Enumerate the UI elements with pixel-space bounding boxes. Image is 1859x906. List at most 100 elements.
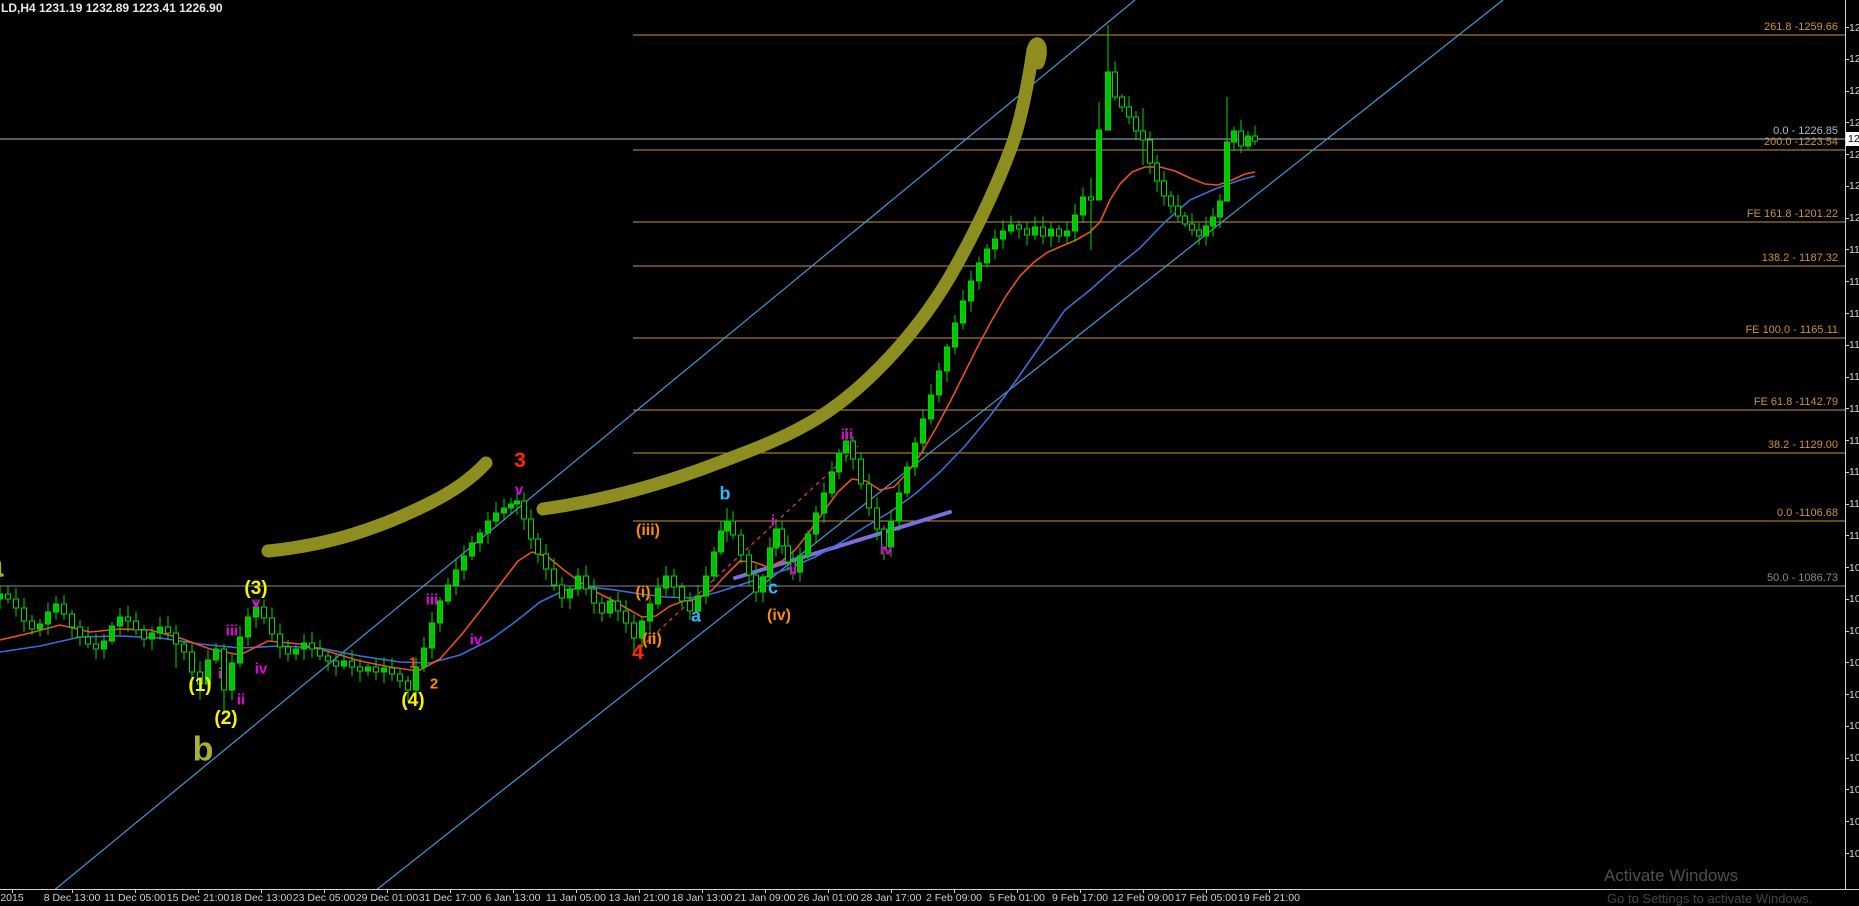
wave-label[interactable]: 3 — [514, 449, 526, 472]
fib-level-label: 138.2 - 1187.32 — [1761, 252, 1838, 264]
wave-label[interactable]: (3) — [244, 578, 268, 599]
price-tick-label: 1062 — [1849, 656, 1859, 669]
candle-body — [381, 667, 387, 673]
candle-body — [365, 666, 371, 672]
price-tick-label: 1232 — [1849, 116, 1859, 129]
trendline[interactable] — [355, 0, 1504, 906]
candle-body — [760, 576, 766, 593]
candle-body — [1024, 228, 1030, 236]
price-tick — [1845, 630, 1849, 632]
fib-level-label: 50.0 - 1086.73 — [1767, 572, 1838, 584]
candle-body — [1072, 214, 1078, 232]
candle-body — [341, 660, 347, 667]
wave-label[interactable]: a — [0, 547, 3, 586]
candle-body — [551, 568, 557, 586]
dashed-trendline[interactable] — [639, 445, 859, 649]
candle-body — [197, 671, 203, 685]
candle-body — [679, 586, 685, 602]
candle-body — [1154, 162, 1160, 182]
price-tick — [1845, 853, 1849, 855]
price-tick — [1845, 376, 1849, 378]
time-tick-label: 28 Jan 17:00 — [860, 892, 922, 904]
wave-label[interactable]: (1) — [188, 675, 212, 696]
wave-label[interactable]: (ii) — [642, 631, 662, 648]
candle-body — [333, 660, 339, 667]
wave-label[interactable]: (iv) — [767, 607, 791, 624]
price-tick-label: 1272 — [1849, 0, 1859, 2]
time-tick-label: 8 Dec 13:00 — [43, 892, 101, 904]
wave-label[interactable]: v — [514, 481, 524, 499]
wave-label[interactable]: b — [192, 730, 214, 769]
candle-body — [413, 666, 419, 691]
candle-body — [1210, 216, 1216, 227]
candles-layer — [0, 25, 1258, 712]
price-tick — [1845, 694, 1849, 696]
time-tick — [1017, 889, 1018, 893]
candle-body — [1182, 215, 1188, 225]
wave-label[interactable]: iii — [840, 426, 854, 444]
candle-body — [738, 534, 744, 556]
candle-body — [599, 602, 605, 614]
wave-label[interactable]: i — [770, 512, 776, 530]
candle-body — [1238, 130, 1244, 147]
candle-body — [1189, 223, 1195, 231]
candle-body — [477, 532, 483, 544]
trendline[interactable] — [34, 0, 1136, 906]
candle-body — [349, 660, 355, 668]
price-tick — [1845, 313, 1849, 314]
wave-label[interactable]: a — [690, 605, 702, 626]
price-axis-border — [1845, 0, 1846, 889]
price-tick-label: 1032 — [1849, 752, 1859, 765]
wave-label[interactable]: v — [251, 594, 261, 612]
wave-label[interactable]: b — [719, 483, 731, 504]
wave-label[interactable]: 2 — [429, 675, 439, 693]
candle-body — [1252, 135, 1258, 142]
wave-label[interactable]: iv — [469, 631, 483, 649]
wave-label[interactable]: ii — [236, 691, 246, 709]
wave-label[interactable]: iii — [225, 622, 239, 640]
wave-label[interactable]: ii — [788, 561, 798, 579]
wave-label[interactable]: (i) — [635, 584, 651, 601]
price-tick — [1845, 249, 1849, 251]
candle-body — [687, 600, 693, 612]
candle-body — [53, 603, 59, 613]
candle-body — [1032, 226, 1038, 236]
time-tick-label: 5 Feb 01:00 — [988, 892, 1046, 904]
olive-marker-band[interactable] — [536, 37, 1047, 516]
time-tick — [702, 889, 703, 893]
candle-body — [655, 587, 661, 605]
wave-label[interactable]: (iii) — [636, 522, 660, 539]
activate-windows-settings-watermark: Go to Settings to activate Windows. — [1607, 891, 1813, 906]
price-tick — [1845, 821, 1849, 823]
wave-label[interactable]: (4) — [401, 690, 425, 711]
candle-body — [591, 588, 597, 604]
price-tick — [1845, 27, 1849, 29]
wave-label[interactable]: 4 — [632, 641, 644, 664]
candle-body — [1119, 96, 1125, 108]
candle-body — [173, 632, 179, 645]
candle-body — [117, 616, 123, 627]
candle-body — [181, 643, 187, 653]
candle-body — [1175, 205, 1181, 217]
time-tick — [12, 889, 13, 893]
candle-body — [753, 574, 759, 593]
wave-label[interactable]: (2) — [214, 708, 238, 729]
olive-marker-band[interactable] — [261, 456, 493, 558]
price-tick-label: 1072 — [1849, 625, 1859, 638]
wave-label[interactable]: iv — [254, 660, 268, 678]
price-tick — [1845, 122, 1849, 124]
wave-label[interactable]: i — [217, 665, 223, 683]
wave-label[interactable]: iii — [425, 591, 439, 609]
price-tick-label: 1182 — [1849, 275, 1859, 288]
price-tick — [1845, 471, 1849, 473]
time-tick-label: 2 Feb 09:00 — [925, 892, 983, 904]
price-tick — [1845, 535, 1849, 537]
candle-body — [984, 248, 990, 264]
time-tick — [954, 889, 955, 893]
wave-label[interactable]: iv — [879, 541, 893, 559]
candle-body — [1161, 180, 1167, 197]
candle-body — [767, 547, 773, 578]
wave-label[interactable]: c — [767, 577, 779, 598]
wave-label[interactable]: 1 — [408, 654, 418, 672]
